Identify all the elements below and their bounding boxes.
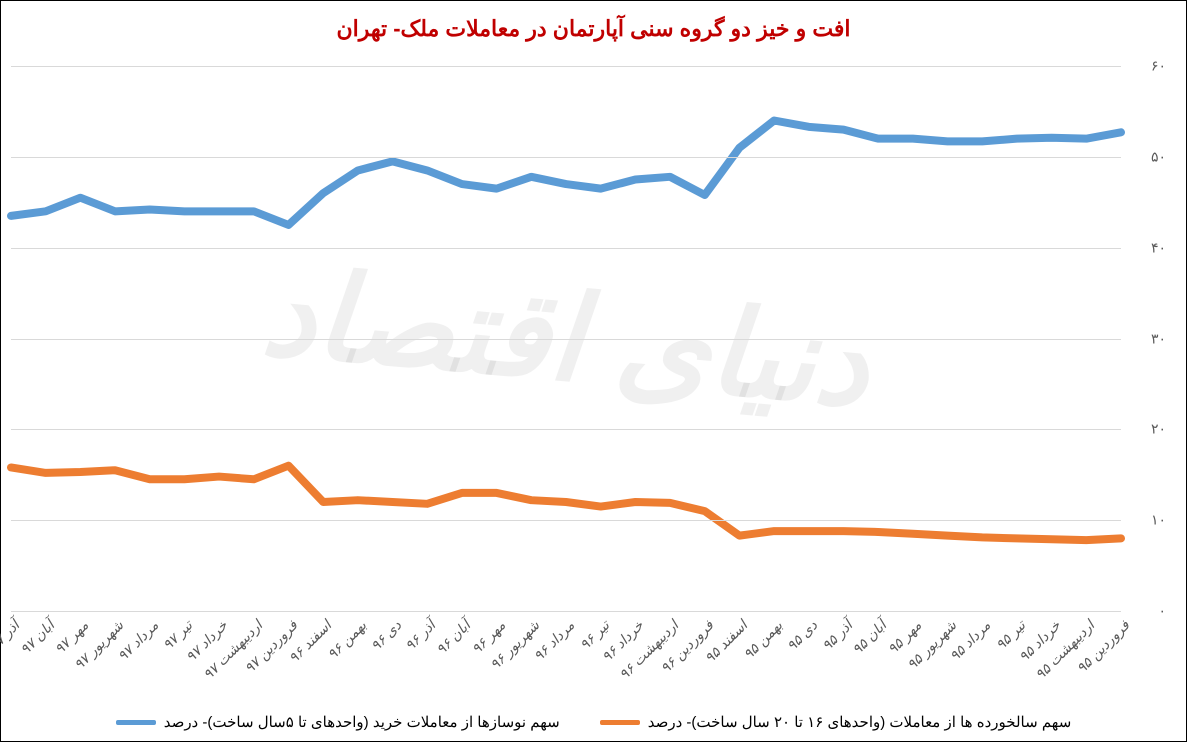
legend-label: سهم نوسازها از معاملات خرید (واحدهای تا … <box>164 713 560 731</box>
y-tick-label: ۶۰ <box>1126 58 1166 75</box>
gridline <box>11 520 1121 521</box>
x-tick-label: دی ۹۵ <box>783 617 821 655</box>
y-tick-label: ۰ <box>1126 603 1166 620</box>
gridline <box>11 66 1121 67</box>
y-tick-label: ۵۰ <box>1126 148 1166 165</box>
x-tick-label: دی ۹۶ <box>367 617 405 655</box>
x-tick-label: آبان ۹۷ <box>16 617 57 658</box>
legend-swatch <box>600 720 640 725</box>
x-tick-label: آبان ۹۵ <box>849 617 890 658</box>
legend-item: سهم سالخورده ها از معاملات (واحدهای ۱۶ ت… <box>600 713 1072 731</box>
gridline <box>11 611 1121 612</box>
series-line <box>11 466 1121 540</box>
x-tick-label: بهمن ۹۵ <box>740 617 786 663</box>
x-tick-label: آذر ۹۶ <box>402 617 439 654</box>
chart-title: افت و خیز دو گروه سنی آپارتمان در معاملا… <box>1 1 1186 52</box>
chart-container: افت و خیز دو گروه سنی آپارتمان در معاملا… <box>0 0 1187 742</box>
x-tick-label: آذر ۹۵ <box>818 617 855 654</box>
legend-label: سهم سالخورده ها از معاملات (واحدهای ۱۶ ت… <box>648 713 1072 731</box>
legend: سهم سالخورده ها از معاملات (واحدهای ۱۶ ت… <box>1 713 1186 731</box>
x-tick-label: آبان ۹۶ <box>433 617 474 658</box>
plot-area: دنیای اقتصاد ۰۱۰۲۰۳۰۴۰۵۰۶۰فروردین ۹۵اردی… <box>11 66 1121 611</box>
gridline <box>11 157 1121 158</box>
gridline <box>11 248 1121 249</box>
gridline <box>11 339 1121 340</box>
legend-swatch <box>116 720 156 725</box>
legend-item: سهم نوسازها از معاملات خرید (واحدهای تا … <box>116 713 560 731</box>
y-tick-label: ۴۰ <box>1126 239 1166 256</box>
series-line <box>11 121 1121 225</box>
y-tick-label: ۱۰ <box>1126 512 1166 529</box>
gridline <box>11 429 1121 430</box>
y-tick-label: ۲۰ <box>1126 421 1166 438</box>
y-tick-label: ۳۰ <box>1126 330 1166 347</box>
